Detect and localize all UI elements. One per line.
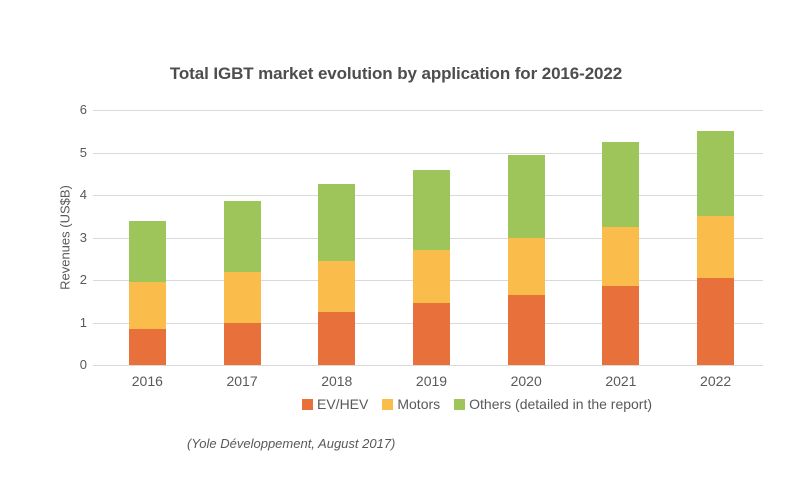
gridline-5 [93, 152, 763, 154]
legend-swatch-others [454, 398, 466, 410]
bar-segment-2020-motors [507, 237, 545, 295]
bar-segment-2017-others [223, 201, 261, 272]
y-tick-label-4: 4 [79, 187, 87, 203]
bar-segment-2020-others [507, 154, 545, 238]
bar-segment-2017-ev-hev [223, 322, 261, 365]
y-tick-label-5: 5 [79, 144, 87, 160]
bar-segment-2020-ev-hev [507, 294, 545, 365]
bar-segment-2019-motors [413, 250, 450, 304]
bar-segment-2019-ev-hev [413, 303, 450, 365]
gridline-0 [93, 365, 763, 366]
bar-segment-2021-others [602, 141, 640, 227]
bar-segment-2022-others [697, 131, 735, 217]
legend: EV/HEV Motors Others (detailed in the repo… [302, 396, 652, 412]
y-tick-label-2: 2 [79, 272, 87, 288]
bar-segment-2021-ev-hev [602, 286, 640, 365]
y-tick-label-3: 3 [79, 229, 87, 245]
x-tick-label-2018: 2018 [321, 373, 353, 389]
legend-label-motors: Motors [397, 396, 441, 412]
legend-item-others: Others (detailed in the report) [454, 396, 652, 412]
gridline-6 [93, 110, 763, 111]
bar-segment-2021-motors [602, 226, 640, 287]
legend-item-ev-hev: EV/HEV [302, 396, 368, 412]
legend-swatch-motors [382, 398, 394, 410]
y-tick-label-0: 0 [79, 357, 87, 373]
source-note: (Yole Développement, August 2017) [187, 436, 396, 451]
bar-segment-2017-motors [223, 271, 261, 323]
y-tick-label-6: 6 [79, 102, 87, 118]
bar-segment-2018-motors [318, 260, 356, 312]
chart-title: Total IGBT market evolution by applicati… [169, 64, 623, 83]
legend-item-motors: Motors [382, 396, 440, 412]
x-tick-label-2017: 2017 [226, 373, 258, 389]
bar-segment-2016-others [128, 220, 166, 283]
plot-area: 0 1 2 3 4 5 6 2016 2017 2018 2019 2020 2021 2022 [80, 103, 763, 389]
legend-swatch-ev-hev [302, 398, 313, 410]
bar-segment-2022-ev-hev [697, 277, 735, 365]
bar-segment-2016-ev-hev [128, 328, 166, 365]
bar-segment-2018-others [318, 184, 356, 261]
x-tick-label-2016: 2016 [131, 373, 163, 389]
x-tick-label-2021: 2021 [605, 373, 637, 389]
x-tick-label-2019: 2019 [415, 373, 448, 389]
x-tick-label-2020: 2020 [510, 373, 542, 389]
bar-segment-2022-motors [697, 216, 735, 278]
x-tick-label-2022: 2022 [700, 373, 732, 389]
legend-label-ev-hev: EV/HEV [317, 396, 369, 412]
bar-segment-2016-motors [128, 282, 166, 329]
legend-label-others: Others (detailed in the report) [469, 396, 653, 412]
bar-segment-2019-others [413, 169, 450, 251]
y-tick-label-1: 1 [79, 314, 87, 330]
bar-segment-2018-ev-hev [318, 311, 356, 365]
